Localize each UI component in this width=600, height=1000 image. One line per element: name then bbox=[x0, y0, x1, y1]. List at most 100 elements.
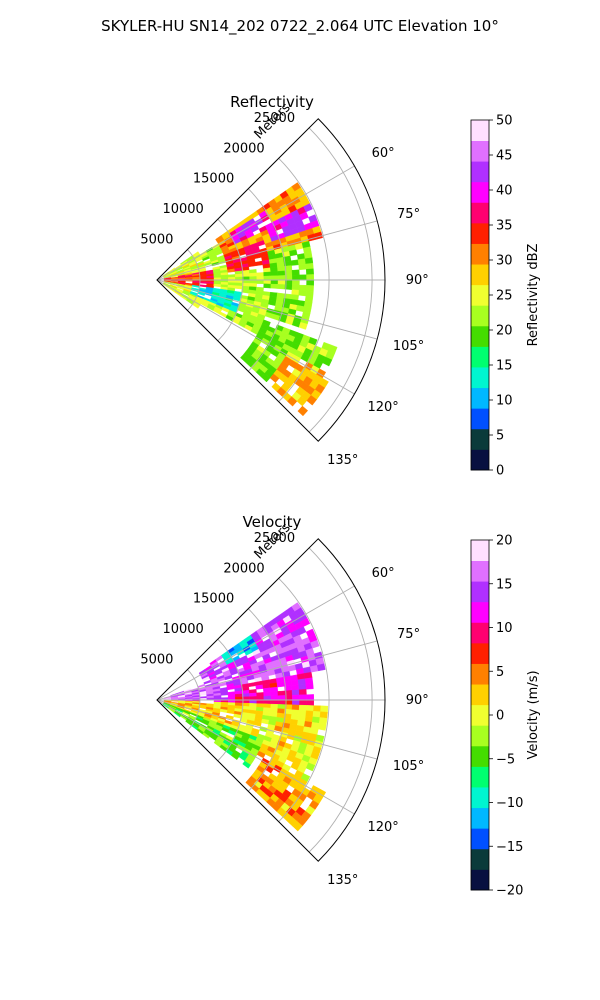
reflectivity-cell bbox=[277, 275, 286, 281]
velocity-cell bbox=[270, 695, 279, 701]
reflectivity-cell bbox=[305, 290, 314, 298]
reflectivity-colorbar-segment bbox=[471, 181, 489, 203]
velocity-cell bbox=[256, 695, 265, 701]
reflectivity-colorbar-segment bbox=[471, 284, 489, 306]
velocity-colorbar-segment bbox=[471, 787, 489, 809]
reflectivity-colorbar-segment bbox=[471, 449, 489, 471]
reflectivity-colorbar-segment bbox=[471, 408, 489, 430]
reflectivity-cell bbox=[170, 280, 179, 282]
velocity-cell bbox=[256, 699, 265, 705]
reflectivity-cell bbox=[263, 271, 272, 277]
velocity-cell bbox=[310, 639, 320, 649]
velocity-azimuth-ray bbox=[156, 585, 355, 701]
reflectivity-angle-tick-label: 90° bbox=[406, 273, 429, 288]
reflectivity-cell bbox=[295, 305, 305, 313]
velocity-colorbar-segment bbox=[471, 745, 489, 767]
reflectivity-cell bbox=[322, 356, 333, 367]
reflectivity-cell bbox=[287, 396, 298, 407]
velocity-radial-tick-label: 15000 bbox=[193, 592, 234, 607]
velocity-cell bbox=[263, 703, 272, 709]
reflectivity-colorbar-segment bbox=[471, 264, 489, 286]
reflectivity-colorbar-tick-label: 25 bbox=[496, 289, 513, 304]
velocity-title: Velocity bbox=[243, 513, 302, 531]
velocity-radial-tick-label: 20000 bbox=[223, 561, 264, 576]
reflectivity-cell bbox=[305, 285, 314, 292]
velocity-grid bbox=[156, 547, 385, 862]
velocity-cell bbox=[235, 696, 243, 701]
velocity-cell bbox=[249, 696, 258, 701]
velocity-colorbar-label: Velocity (m/s) bbox=[526, 670, 541, 759]
velocity-cell bbox=[276, 681, 285, 688]
reflectivity-cell bbox=[306, 274, 315, 281]
velocity-cell bbox=[247, 682, 256, 688]
reflectivity-colorbar-segment bbox=[471, 325, 489, 347]
reflectivity-colorbar-tick-label: 5 bbox=[496, 429, 504, 444]
reflectivity-colorbar-label: Reflectivity dBZ bbox=[526, 244, 541, 347]
reflectivity-colorbar-segment bbox=[471, 161, 489, 183]
reflectivity-colorbar-tick-label: 35 bbox=[496, 219, 513, 234]
velocity-cell bbox=[230, 752, 240, 761]
reflectivity-colorbar-segment bbox=[471, 140, 489, 162]
reflectivity-cell bbox=[299, 274, 307, 281]
reflectivity-cell bbox=[213, 283, 222, 288]
reflectivity-cell bbox=[305, 268, 314, 275]
velocity-cell bbox=[291, 689, 300, 696]
velocity-panel: Velocity500010000150002000025000Meters60… bbox=[140, 513, 541, 899]
reflectivity-cell bbox=[304, 257, 314, 265]
velocity-azimuth-ray bbox=[156, 640, 378, 701]
velocity-sector-frame bbox=[156, 538, 386, 862]
reflectivity-cell bbox=[306, 395, 317, 406]
velocity-cell bbox=[170, 700, 179, 702]
reflectivity-cell bbox=[256, 279, 265, 285]
reflectivity-colorbar-tick-label: 20 bbox=[496, 324, 513, 339]
velocity-cell bbox=[316, 663, 326, 672]
velocity-cell bbox=[299, 699, 307, 706]
reflectivity-cell bbox=[227, 274, 236, 278]
velocity-colorbar-tick-label: 0 bbox=[496, 709, 504, 724]
velocity-colorbar-segment bbox=[471, 869, 489, 891]
reflectivity-radial-labels: 5000 10000 15000 20000 25000 bbox=[140, 111, 295, 248]
velocity-cell bbox=[277, 699, 286, 705]
reflectivity-radial-tick-label: 15000 bbox=[193, 172, 234, 187]
velocity-cell bbox=[290, 679, 299, 686]
reflectivity-cell bbox=[263, 267, 271, 273]
reflectivity-cell bbox=[270, 275, 279, 281]
reflectivity-cell bbox=[261, 373, 271, 383]
velocity-cell bbox=[249, 692, 257, 697]
reflectivity-cell bbox=[297, 405, 309, 417]
reflectivity-cell bbox=[235, 276, 243, 281]
velocity-cell bbox=[263, 691, 272, 697]
reflectivity-cell bbox=[263, 279, 272, 285]
velocity-colorbar-segment bbox=[471, 601, 489, 623]
reflectivity-cell bbox=[292, 274, 300, 281]
velocity-colorbar-segment bbox=[471, 807, 489, 829]
velocity-colorbar-segment bbox=[471, 704, 489, 726]
reflectivity-cell bbox=[290, 259, 299, 266]
velocity-colorbar-segment bbox=[471, 848, 489, 870]
velocity-cell bbox=[249, 699, 258, 704]
velocity-cell bbox=[263, 695, 272, 701]
reflectivity-title: Reflectivity bbox=[230, 93, 314, 111]
velocity-colorbar-segment bbox=[471, 540, 489, 561]
velocity-cell bbox=[299, 694, 307, 701]
reflectivity-radial-tick-label: 25000 bbox=[254, 111, 295, 126]
velocity-cell bbox=[270, 686, 279, 693]
velocity-cell bbox=[291, 709, 300, 716]
velocity-angle-tick-label: 120° bbox=[367, 820, 398, 835]
reflectivity-colorbar-tick-label: 30 bbox=[496, 254, 513, 269]
reflectivity-colorbar-tick-label: 45 bbox=[496, 149, 513, 164]
reflectivity-cell bbox=[291, 269, 300, 276]
velocity-cell bbox=[300, 617, 311, 627]
velocity-azimuth-ray bbox=[156, 699, 355, 815]
velocity-cell bbox=[297, 678, 307, 686]
reflectivity-cell bbox=[292, 279, 300, 286]
velocity-cell bbox=[202, 732, 210, 739]
velocity-cell bbox=[320, 705, 329, 713]
reflectivity-cell bbox=[256, 275, 265, 281]
velocity-cell bbox=[313, 705, 322, 712]
reflectivity-cell bbox=[291, 284, 300, 291]
velocity-cell bbox=[306, 694, 315, 701]
reflectivity-cell bbox=[270, 271, 279, 277]
velocity-colorbar-tick-label: 15 bbox=[496, 577, 513, 592]
reflectivity-cell bbox=[234, 273, 243, 278]
